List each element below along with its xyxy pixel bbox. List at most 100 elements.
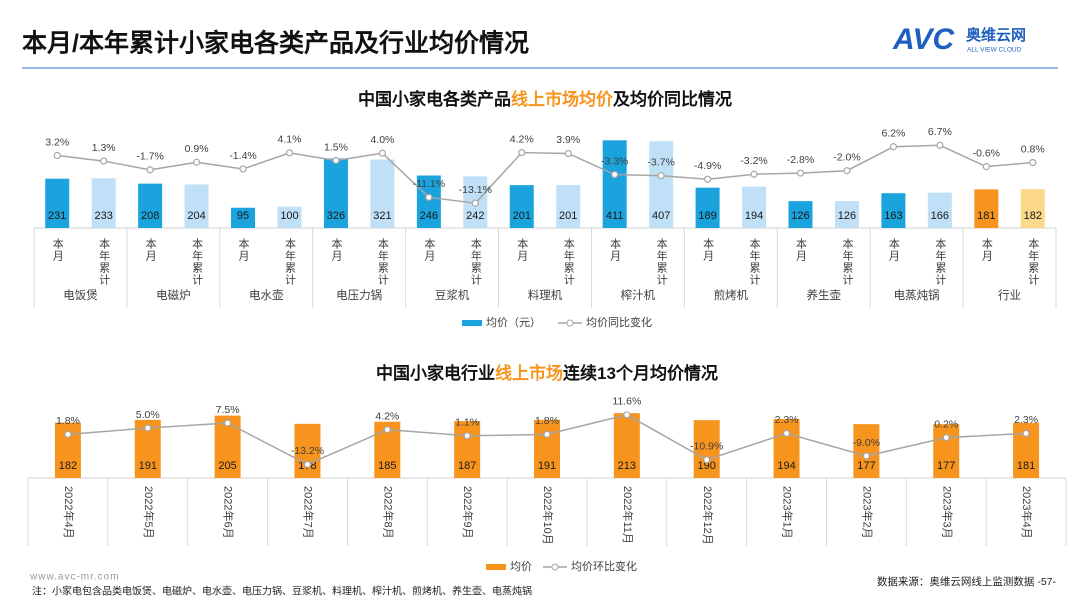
- x-tick-label: 2022年4月: [62, 486, 76, 539]
- x-tick-label: 本月: [330, 237, 343, 262]
- bar-label: 321: [373, 210, 391, 222]
- group-label: 料理机: [528, 288, 563, 302]
- point: [53, 151, 61, 160]
- x-tick-label: 2023年4月: [1020, 486, 1034, 539]
- bar: [556, 185, 581, 228]
- bar: [974, 189, 999, 228]
- bar-label: 191: [538, 460, 556, 472]
- bar: [881, 193, 906, 228]
- bar: [184, 184, 209, 228]
- source: 数据来源：奥维云网线上监测数据 -57-: [877, 575, 1057, 588]
- line-label: -11.1%: [413, 178, 446, 190]
- title-part: 线上市场: [495, 363, 563, 383]
- x-tick-label: 本月: [237, 237, 250, 262]
- x-tick-label: 2022年12月: [701, 486, 715, 545]
- title-part: 线上市场均价: [511, 89, 614, 109]
- legend-swatch: [462, 320, 482, 326]
- slide-title: 本月/本年累计小家电各类产品及行业均价情况: [22, 29, 529, 58]
- bar-label: 194: [745, 210, 763, 222]
- bar: [1020, 189, 1045, 228]
- bar: [277, 206, 302, 228]
- point: [942, 434, 950, 442]
- bar-label: 182: [59, 460, 77, 472]
- line-label: 4.1%: [278, 134, 302, 146]
- point: [623, 411, 631, 419]
- legend-point: [566, 319, 574, 327]
- bar-label: 181: [1017, 460, 1035, 472]
- bar: [454, 421, 481, 478]
- bar: [231, 207, 256, 228]
- x-tick-label: 2022年7月: [302, 486, 316, 539]
- line-label: 7.5%: [216, 404, 240, 416]
- line-label: -1.4%: [229, 150, 256, 162]
- logo-name: 奥维云网: [966, 26, 1026, 44]
- bar-label: 190: [698, 460, 716, 472]
- bar-label: 163: [884, 210, 902, 222]
- point: [843, 167, 851, 175]
- x-tick-label: 本月: [51, 237, 64, 262]
- point: [611, 170, 619, 179]
- point: [564, 149, 572, 158]
- bar: [788, 201, 813, 228]
- point: [383, 426, 391, 434]
- point: [285, 149, 294, 157]
- x-tick-label: 本年累计: [1027, 237, 1040, 286]
- line-label: -10.9%: [690, 441, 723, 453]
- bar-label: 126: [791, 210, 809, 222]
- group-label: 电饭煲: [63, 288, 98, 302]
- bar-label: 181: [977, 210, 995, 222]
- point: [703, 456, 711, 464]
- group-label: 豆浆机: [435, 288, 470, 302]
- bar-label: 233: [95, 210, 113, 222]
- x-tick-label: 2023年2月: [860, 486, 874, 539]
- bar-label: 166: [931, 210, 949, 222]
- line-label: -9.0%: [853, 437, 880, 449]
- point: [192, 158, 201, 166]
- x-tick-label: 本月: [702, 237, 715, 262]
- x-tick-label: 本月: [980, 237, 993, 262]
- point: [1029, 158, 1037, 167]
- bar-label: 326: [327, 210, 345, 222]
- point: [703, 175, 712, 183]
- line-label: 3.2%: [45, 136, 69, 148]
- line-label: 1.8%: [56, 415, 80, 427]
- bar: [323, 158, 348, 228]
- site: www.avc-mr.com: [29, 572, 120, 583]
- line-label: -2.8%: [787, 154, 814, 166]
- title-part: 中国小家电行业: [376, 363, 495, 383]
- line-label: 2.3%: [1014, 414, 1038, 426]
- point: [862, 452, 870, 460]
- legend-label: 均价环比变化: [571, 559, 637, 573]
- x-tick-label: 2022年11月: [621, 486, 635, 544]
- x-tick-label: 2022年8月: [381, 486, 395, 539]
- bar: [91, 178, 116, 228]
- point: [303, 460, 312, 468]
- x-tick-label: 本年累计: [376, 237, 389, 286]
- line-label: -13.2%: [291, 445, 324, 457]
- bar-label: 189: [698, 210, 716, 222]
- bar: [370, 159, 395, 228]
- line-label: 1.3%: [92, 142, 116, 154]
- x-tick-label: 本年累计: [469, 237, 482, 286]
- bar-label: 411: [606, 210, 624, 222]
- point: [982, 163, 990, 171]
- bar: [933, 424, 960, 478]
- group-label: 电水壶: [249, 288, 284, 302]
- chart-title: 中国小家电行业线上市场连续13个月均价情况: [376, 363, 718, 383]
- bar: [927, 192, 952, 228]
- x-tick-label: 本月: [423, 237, 436, 262]
- bar: [613, 413, 640, 478]
- legend-label: 均价同比变化: [586, 315, 652, 329]
- bar-label: 185: [378, 460, 396, 472]
- point: [425, 193, 433, 201]
- legend-swatch: [486, 564, 506, 570]
- x-tick-label: 本年累计: [748, 237, 761, 286]
- line: [57, 144, 1033, 204]
- line-label: -13.1%: [459, 184, 492, 196]
- x-tick-label: 本年累计: [934, 237, 947, 286]
- group-label: 榨汁机: [621, 288, 656, 302]
- line-label: 4.2%: [510, 133, 534, 145]
- line-label: 1.1%: [455, 417, 479, 429]
- line-label: 5.0%: [136, 409, 160, 421]
- group-label: 电压力锅: [336, 288, 382, 302]
